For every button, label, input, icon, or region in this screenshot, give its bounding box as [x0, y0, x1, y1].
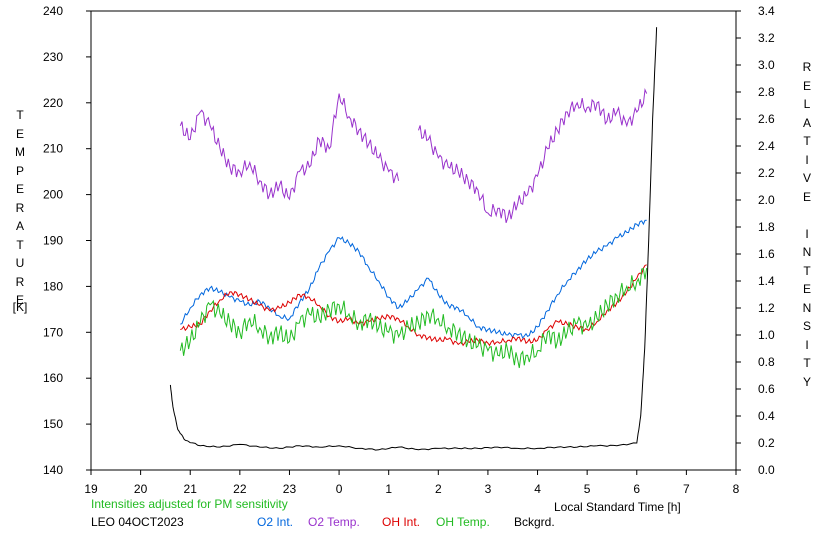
y-right-tick-label: 0.6: [758, 382, 775, 396]
axis-label-letter: T: [16, 237, 24, 252]
y-right-tick-label: 1.8: [758, 220, 775, 234]
axis-label-letter: I: [805, 226, 809, 241]
legend-oh-temp: OH Temp.: [436, 515, 490, 529]
y-right-tick-label: 2.6: [758, 112, 775, 126]
series-line-o2-int: [180, 219, 647, 339]
axis-label-letter: A: [15, 219, 24, 233]
axis-label-letter: I: [805, 152, 809, 167]
y-right-tick-label: 0.4: [758, 409, 775, 423]
y-right-tick-label: 2.2: [758, 166, 775, 180]
axis-label-letter: S: [802, 319, 811, 333]
y-right-tick-label: 0.0: [758, 463, 775, 477]
y-left-tick-label: 230: [43, 50, 63, 64]
y-right-tick-label: 1.0: [758, 328, 775, 342]
axis-label-letter: U: [15, 256, 25, 270]
series-line-o2-temp: [418, 87, 648, 223]
axis-label-letter: E: [15, 293, 24, 307]
y-left-tick-label: 240: [43, 4, 63, 18]
y-left-tick-label: 170: [43, 325, 63, 339]
x-tick-label: 0: [336, 482, 343, 496]
y-left-tick-label: 210: [43, 142, 63, 156]
x-ticks: 19 20 21 22 23 0 1 2 3 4 5 6 7 8: [84, 470, 740, 496]
x-tick-label: 5: [584, 482, 591, 496]
y-right-tick-label: 1.6: [758, 247, 775, 261]
axis-label-letter: N: [802, 245, 812, 259]
axis-label-letter: E: [15, 182, 24, 196]
series-line-oh-temp: [179, 267, 648, 369]
legend-oh-int: OH Int.: [382, 515, 421, 529]
y-left-tick-label: 190: [43, 234, 63, 248]
axis-label-letter: T: [16, 108, 24, 122]
plot-frame: [90, 10, 737, 471]
y-right-tick-label: 0.2: [758, 436, 775, 450]
x-tick-label: 2: [435, 482, 442, 496]
x-tick-label: 6: [633, 482, 640, 496]
axis-label-letter: P: [15, 163, 24, 178]
y-right-tick-label: 0.8: [758, 355, 775, 369]
axis-label-letter: R: [802, 60, 812, 74]
y-left-tick-label: 200: [43, 188, 63, 202]
axis-label-letter: E: [15, 126, 24, 141]
axis-label-letter: R: [15, 274, 25, 289]
axis-label-letter: E: [802, 189, 811, 204]
y-right-tick-label: 3.2: [758, 31, 775, 45]
y-left-tick-label: 140: [43, 463, 63, 477]
x-tick-label: 21: [184, 482, 198, 496]
axis-label-letter: A: [802, 115, 811, 130]
station-date: LEO 04OCT2023: [91, 515, 184, 529]
legend-o2-int: O2 Int.: [257, 515, 294, 529]
x-tick-label: 8: [733, 482, 740, 496]
x-tick-label: 19: [84, 482, 98, 496]
y-right-tick-label: 3.0: [758, 58, 775, 72]
series-line-bckgrd: [169, 27, 658, 451]
x-tick-label: 20: [134, 482, 148, 496]
axis-label-letter: I: [805, 337, 809, 352]
y-right-tick-label: 1.2: [758, 301, 775, 315]
y-left-axis-unit: [K]: [12, 300, 28, 314]
y-left-tick-label: 220: [43, 96, 63, 110]
axis-label-letter: T: [803, 356, 811, 370]
x-tick-label: 7: [683, 482, 690, 496]
y-right-tick-label: 2.8: [758, 85, 775, 99]
y-right-tick-label: 1.4: [758, 274, 775, 288]
legend-o2-temp: O2 Temp.: [308, 515, 360, 529]
axis-label-letter: E: [802, 78, 811, 93]
axis-label-letter: Y: [802, 374, 811, 389]
series-line-o2-temp: [179, 93, 400, 201]
axis-label-letter: E: [802, 282, 811, 296]
y-left-tick-label: 150: [43, 417, 63, 431]
y-right-ticks: 0.0 0.2 0.4 0.6 0.8 1.0 1.2 1.4 1.6 1.8 2.0 2.2 2.4 2…: [736, 4, 775, 477]
axis-label-letter: V: [802, 171, 811, 185]
x-axis-label: Local Standard Time [h]: [554, 500, 681, 514]
x-tick-label: 4: [534, 482, 541, 496]
axis-label-letter: T: [803, 263, 811, 278]
axis-label-letter: [797, 206, 817, 225]
y-left-ticks: 140 150 160 170 180 190 200 210 220 230 240: [43, 4, 91, 477]
y-right-tick-label: 2.0: [758, 193, 775, 207]
x-tick-label: 23: [283, 482, 297, 496]
x-tick-label: 1: [385, 482, 392, 496]
y-right-tick-label: 3.4: [758, 4, 775, 18]
axis-label-letter: N: [802, 300, 812, 315]
axis-label-letter: L: [803, 97, 811, 111]
legend-bckgrd: Bckgrd.: [514, 515, 555, 529]
axis-label-letter: M: [15, 145, 25, 159]
y-left-tick-label: 180: [43, 279, 63, 293]
y-right-tick-label: 2.4: [758, 139, 775, 153]
y-left-tick-label: 160: [43, 371, 63, 385]
axis-label-letter: T: [803, 134, 811, 148]
x-tick-label: 22: [233, 482, 247, 496]
note-text: Intensities adjusted for PM sensitivity: [91, 497, 288, 511]
axis-label-letter: R: [15, 200, 25, 215]
x-tick-label: 3: [485, 482, 492, 496]
series-lines: [169, 27, 658, 451]
